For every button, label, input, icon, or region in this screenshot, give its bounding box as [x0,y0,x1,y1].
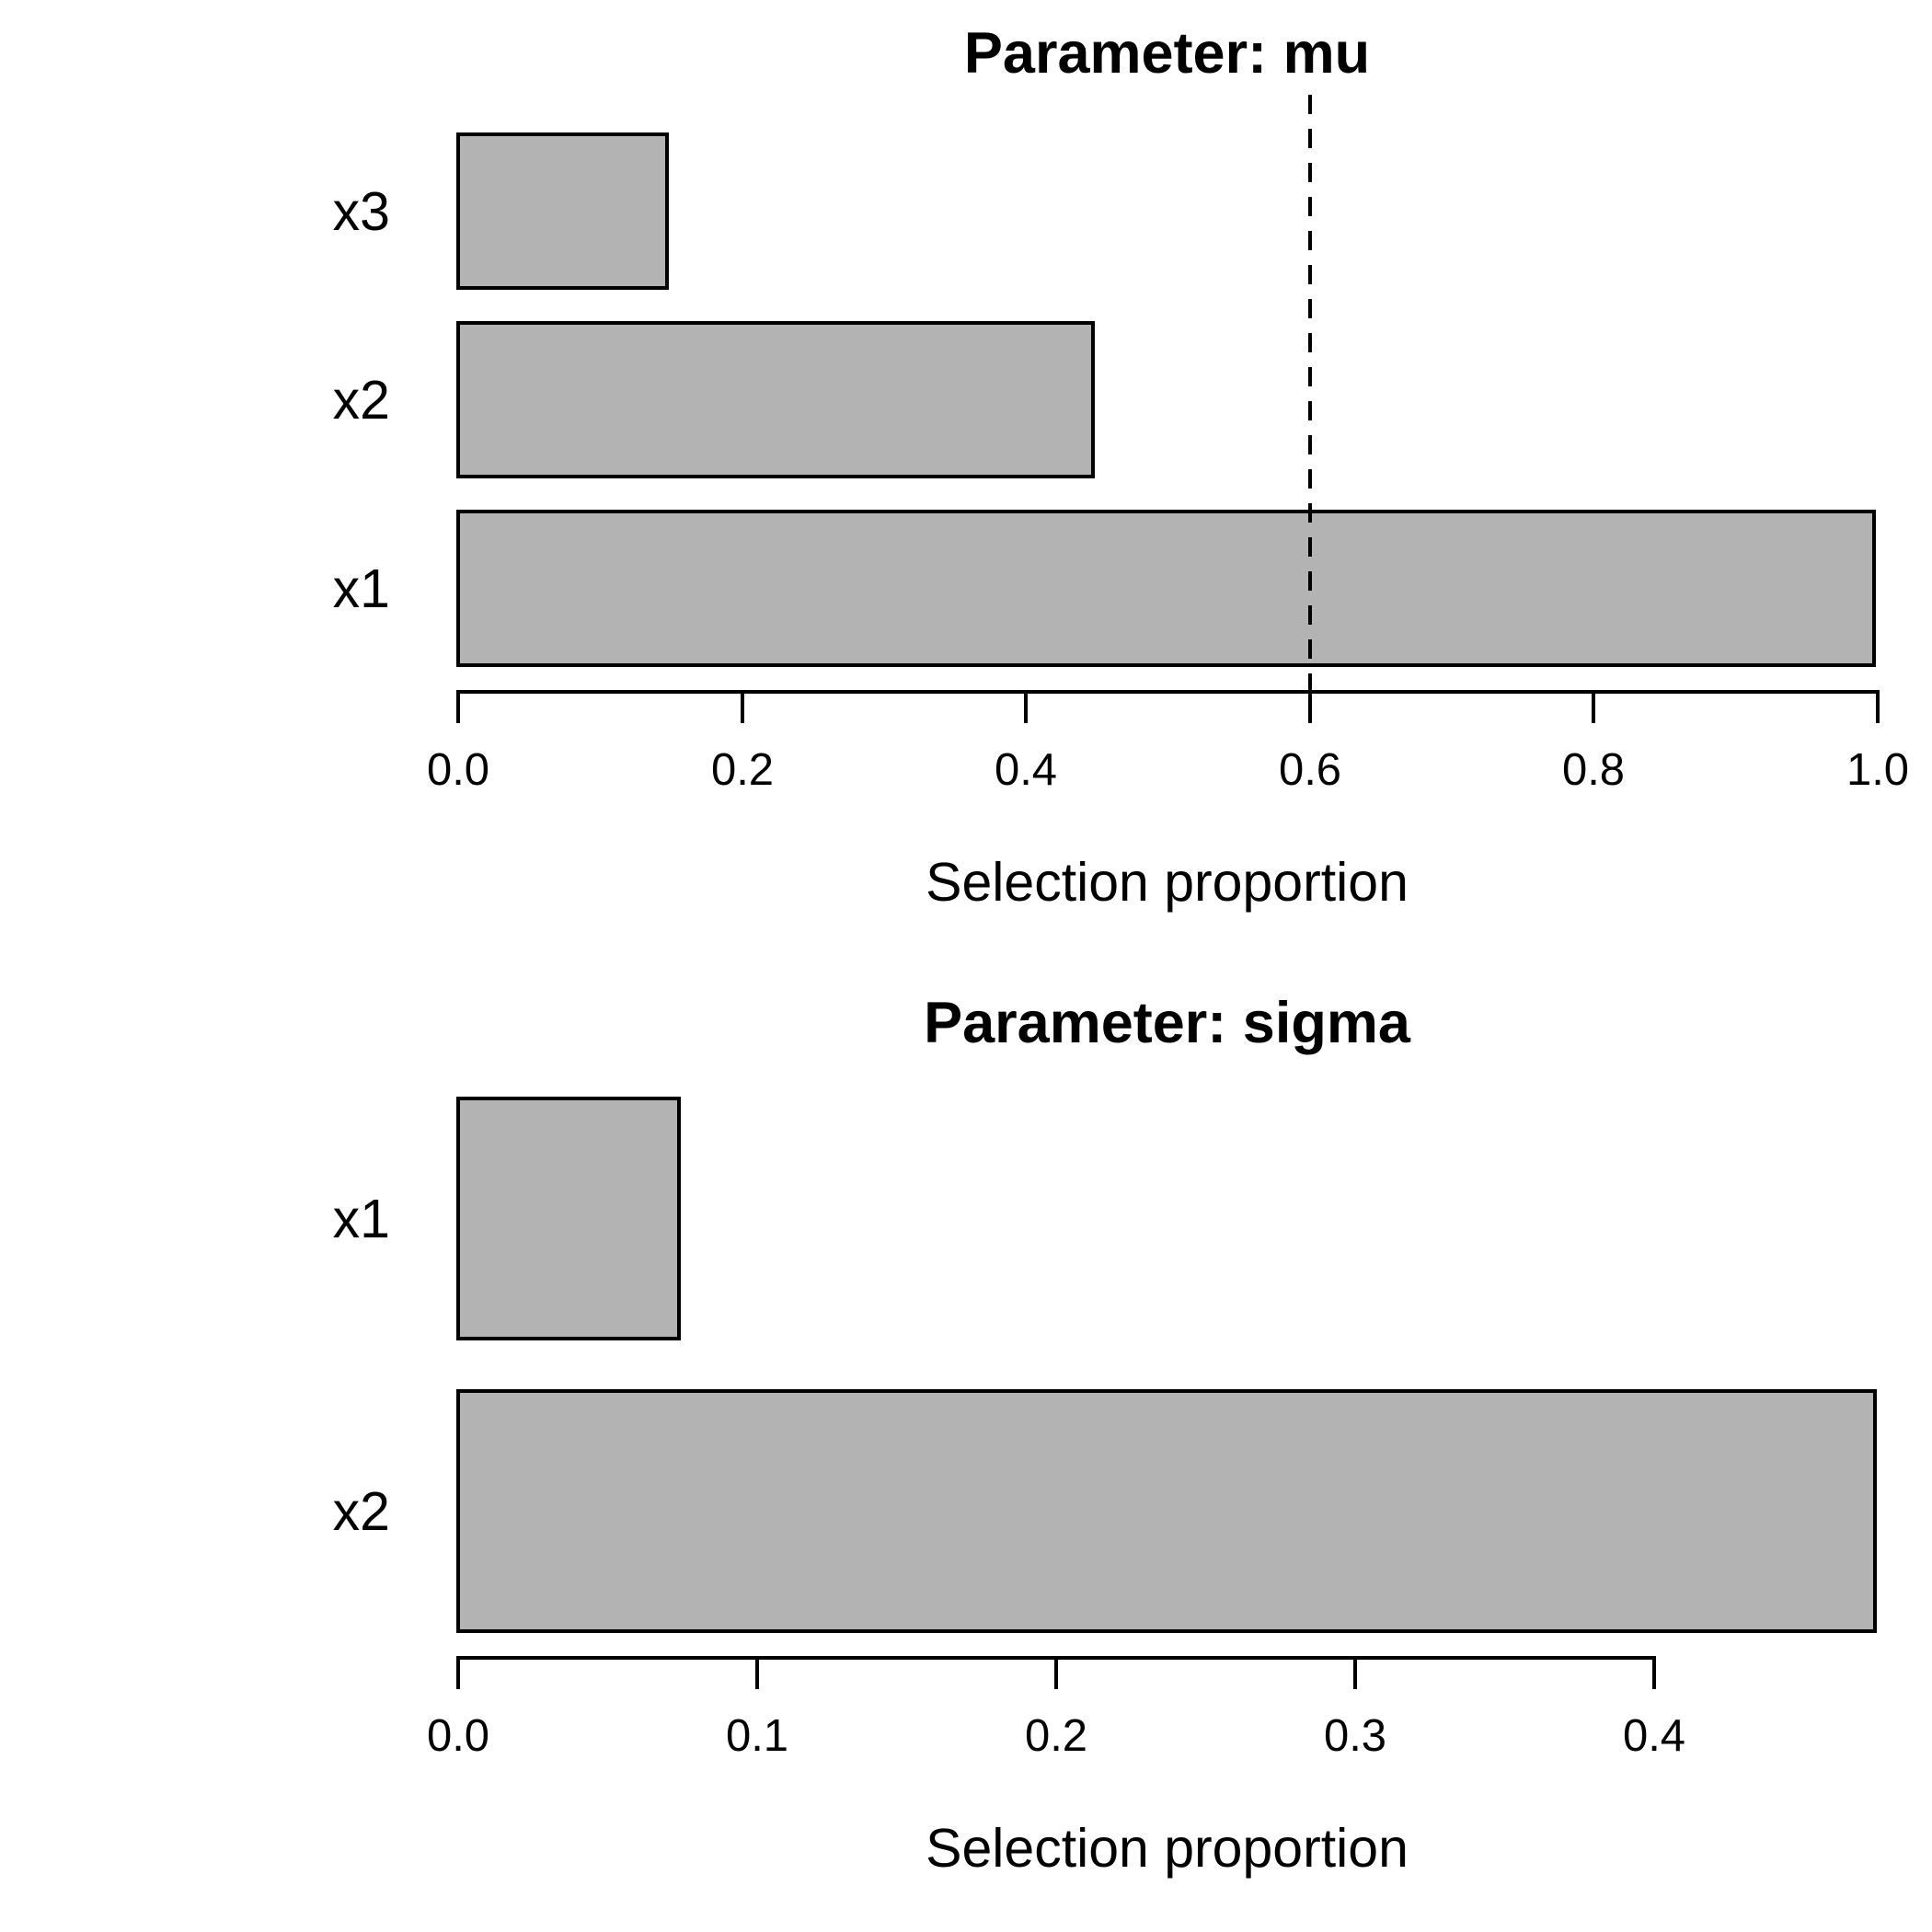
x-axis-tick-label: 0.4 [994,745,1058,795]
bar-x1 [456,1097,681,1340]
bar-x2 [456,321,1095,478]
bar-label-x1: x1 [332,558,390,619]
bar-label-x1: x1 [332,1188,390,1249]
x-axis-tick-label: 0.0 [426,745,490,795]
x-axis-tick [1353,1660,1357,1689]
bar-label-x3: x3 [332,180,390,242]
x-axis-tick-label: 0.1 [725,1711,789,1761]
x-axis-tick-label: 0.6 [1278,745,1342,795]
x-axis-tick-label: 0.2 [710,745,775,795]
x-axis-tick-label: 0.2 [1024,1711,1088,1761]
x-axis-tick [1652,1660,1656,1689]
x-axis-tick [456,694,460,723]
x-axis-tick [1592,694,1595,723]
x-axis-tick-label: 0.0 [426,1711,490,1761]
x-axis-tick [1054,1660,1058,1689]
chart-sigma-xaxis-label: Selection proportion [926,1818,1409,1879]
chart-mu-xaxis-label: Selection proportion [926,852,1409,913]
chart-mu-title: Parameter: mu [963,21,1371,86]
chart-sigma-title: Parameter: sigma [924,991,1410,1055]
x-axis-line [456,690,1880,694]
x-axis-tick [1024,694,1028,723]
x-axis-tick [1308,694,1312,723]
x-axis-line [456,1656,1656,1660]
x-axis-tick-label: 0.8 [1561,745,1626,795]
bar-label-x2: x2 [332,369,390,431]
threshold-line [1308,95,1312,690]
x-axis-tick [755,1660,759,1689]
bar-x1 [456,510,1876,667]
x-axis-tick-label: 0.3 [1323,1711,1387,1761]
x-axis-tick [741,694,744,723]
bar-x2 [456,1389,1877,1633]
bar-x3 [456,132,669,290]
x-axis-tick-label: 0.4 [1622,1711,1686,1761]
x-axis-tick [456,1660,460,1689]
x-axis-tick [1876,694,1880,723]
x-axis-tick-label: 1.0 [1846,745,1910,795]
bar-label-x2: x2 [332,1480,390,1542]
